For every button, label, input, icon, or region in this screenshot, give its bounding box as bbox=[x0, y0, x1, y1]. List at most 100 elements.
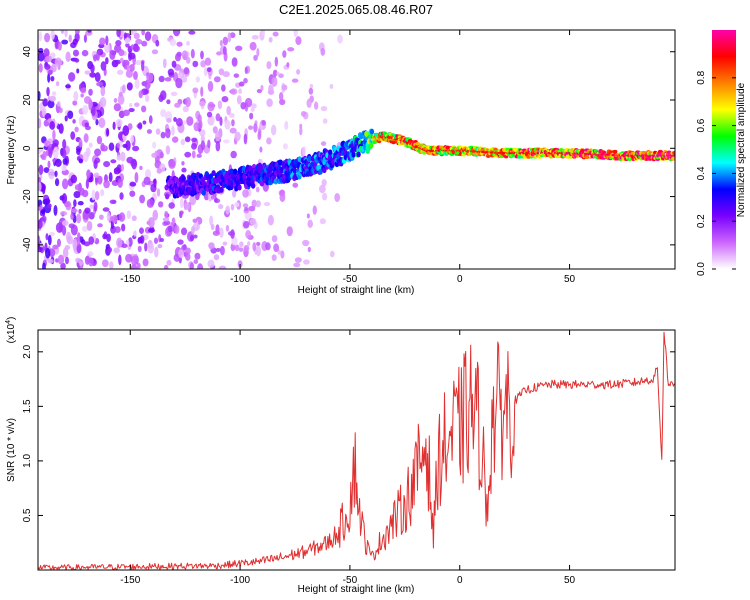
spectrogram-speckle-blob bbox=[259, 146, 263, 153]
spectrogram-speckle-blob bbox=[78, 138, 83, 148]
spectrogram-speckle-blob bbox=[125, 42, 130, 48]
spectrogram-speckle-blob bbox=[54, 170, 58, 178]
spectrogram-speckle-blob bbox=[156, 188, 161, 197]
spectrogram-speckle-blob bbox=[135, 60, 143, 66]
spectrogram-speckle-blob bbox=[57, 41, 62, 51]
spectrogram-speckle-blob bbox=[74, 30, 80, 34]
spectrogram-speckle-blob bbox=[175, 77, 183, 89]
spectrogram-speckle-blob bbox=[178, 249, 184, 259]
spectrogram-ridge-blob bbox=[277, 159, 283, 166]
spectrogram-speckle-blob bbox=[162, 58, 167, 69]
spectrogram-speckle-blob bbox=[122, 84, 126, 94]
spectrogram-speckle-blob bbox=[100, 85, 106, 97]
spectrogram-speckle-blob bbox=[216, 51, 222, 56]
spectrogram-speckle-blob bbox=[72, 238, 78, 250]
spectrogram-speckle-blob bbox=[302, 146, 306, 156]
colorbar-gradient bbox=[712, 30, 736, 269]
spectrogram-speckle-blob bbox=[303, 259, 310, 265]
spectrogram-speckle-blob bbox=[181, 75, 188, 83]
spectrogram-ridge-blob bbox=[368, 142, 374, 149]
spectrogram-speckle-blob bbox=[157, 201, 164, 208]
spectrogram-speckle-blob bbox=[48, 69, 53, 75]
spectrogram-speckle-blob bbox=[266, 98, 273, 108]
spectrogram-speckle-blob bbox=[40, 209, 46, 214]
spectrogram-speckle-blob bbox=[78, 208, 82, 214]
spectrogram-speckle-blob bbox=[138, 90, 143, 99]
spectrogram-speckle-blob bbox=[116, 154, 122, 161]
spectrogram-ridge-blob bbox=[250, 182, 256, 189]
spectrogram-speckle-blob bbox=[103, 161, 111, 168]
spectrogram-speckle-blob bbox=[126, 156, 134, 164]
spectrogram-speckle-blob bbox=[181, 167, 187, 173]
spectrogram-speckle-blob bbox=[174, 102, 181, 108]
spectrogram-speckle-blob bbox=[55, 81, 60, 87]
spectrogram-speckle-blob bbox=[67, 110, 74, 120]
spectrogram-speckle-blob bbox=[255, 200, 261, 208]
spectrogram-speckle-blob bbox=[136, 262, 141, 269]
svg-text:(x104): (x104) bbox=[5, 317, 17, 344]
spectrogram-speckle-blob bbox=[164, 77, 172, 82]
spectrogram-speckle-blob bbox=[222, 241, 228, 246]
spectrogram-speckle-blob bbox=[48, 147, 53, 159]
spectrogram-speckle-blob bbox=[111, 214, 118, 224]
spectrogram-speckle-blob bbox=[54, 57, 62, 67]
spectrogram-speckle-blob bbox=[247, 241, 251, 247]
spectrogram-speckle-blob bbox=[68, 72, 76, 82]
spectrogram-speckle-blob bbox=[97, 223, 103, 228]
spectrogram-speckle-blob bbox=[181, 50, 188, 61]
spectrogram-speckle-blob bbox=[89, 204, 94, 210]
spectrogram-speckle-blob bbox=[313, 101, 319, 110]
spectrogram-speckle-blob bbox=[61, 148, 67, 159]
spectrogram-speckle-blob bbox=[64, 30, 68, 38]
spectrogram-speckle-blob bbox=[162, 217, 170, 222]
spectrogram-speckle-blob bbox=[59, 211, 68, 216]
spectrogram-speckle-blob bbox=[78, 158, 84, 164]
spectrogram-speckle-blob bbox=[135, 38, 143, 45]
spectrogram-speckle-blob bbox=[42, 98, 49, 107]
spectrogram-speckle-blob bbox=[302, 239, 310, 247]
spectrogram-speckle-blob bbox=[236, 95, 242, 105]
spectrogram-speckle-blob bbox=[61, 220, 69, 226]
spectrogram-speckle-blob bbox=[88, 212, 95, 220]
snr-y-axis: 0.5 1.0 1.5 2.0 bbox=[22, 344, 675, 522]
spectrogram-speckle-blob bbox=[215, 140, 221, 152]
spectrogram-speckle-blob bbox=[299, 123, 303, 129]
spectrogram-speckle-blob bbox=[213, 254, 220, 261]
spectrogram-speckle-blob bbox=[47, 258, 54, 264]
spectrogram-speckle-blob bbox=[105, 57, 109, 65]
spectrogram-speckle-blob bbox=[52, 129, 56, 141]
spectrogram-speckle-blob bbox=[116, 142, 121, 149]
spectrogram-ridge-blob bbox=[328, 149, 333, 156]
spectrogram-speckle-blob bbox=[189, 235, 195, 242]
spectrogram-speckle-blob bbox=[173, 116, 177, 123]
spectrogram-speckle-blob bbox=[49, 231, 55, 237]
spectrogram-speckle-blob bbox=[93, 172, 100, 178]
spectrogram-speckle-blob bbox=[45, 55, 53, 63]
spectrogram-speckle-blob bbox=[72, 119, 76, 124]
spectrogram-speckle-blob bbox=[278, 73, 284, 79]
spectrogram-speckle-blob bbox=[78, 260, 84, 267]
spectrogram-speckle-blob bbox=[179, 210, 184, 215]
spectrogram-speckle-blob bbox=[168, 225, 173, 233]
spectrogram-speckle-blob bbox=[212, 126, 218, 134]
spectrogram-speckle-blob bbox=[268, 36, 273, 43]
spectrogram-speckle-blob bbox=[166, 99, 171, 105]
spectrogram-speckle-blob bbox=[113, 247, 120, 254]
spectrogram-speckle-blob bbox=[186, 116, 194, 126]
spectrogram-speckle-blob bbox=[125, 140, 131, 151]
colorbar: 0.0 0.2 0.4 0.6 0.8 Normalized spectral ampl… bbox=[696, 30, 747, 276]
spectrogram-speckle-blob bbox=[279, 192, 286, 203]
spectrogram-speckle-blob bbox=[194, 252, 201, 260]
spectrogram-speckle-blob bbox=[249, 41, 257, 51]
spectrogram-speckle-blob bbox=[185, 96, 191, 108]
spectrogram-speckle-blob bbox=[96, 81, 104, 87]
spectrogram-speckle-blob bbox=[129, 190, 136, 197]
spectrogram-speckle-blob bbox=[234, 202, 240, 208]
spectrogram-speckle-blob bbox=[154, 246, 159, 258]
spectrogram-speckle-blob bbox=[106, 211, 111, 222]
spectrogram-speckle bbox=[38, 30, 343, 269]
spectrogram-speckle-blob bbox=[334, 192, 341, 203]
spectrogram-speckle-blob bbox=[207, 114, 215, 126]
spectrogram-speckle-blob bbox=[56, 238, 61, 247]
spectrogram-speckle-blob bbox=[180, 138, 186, 146]
